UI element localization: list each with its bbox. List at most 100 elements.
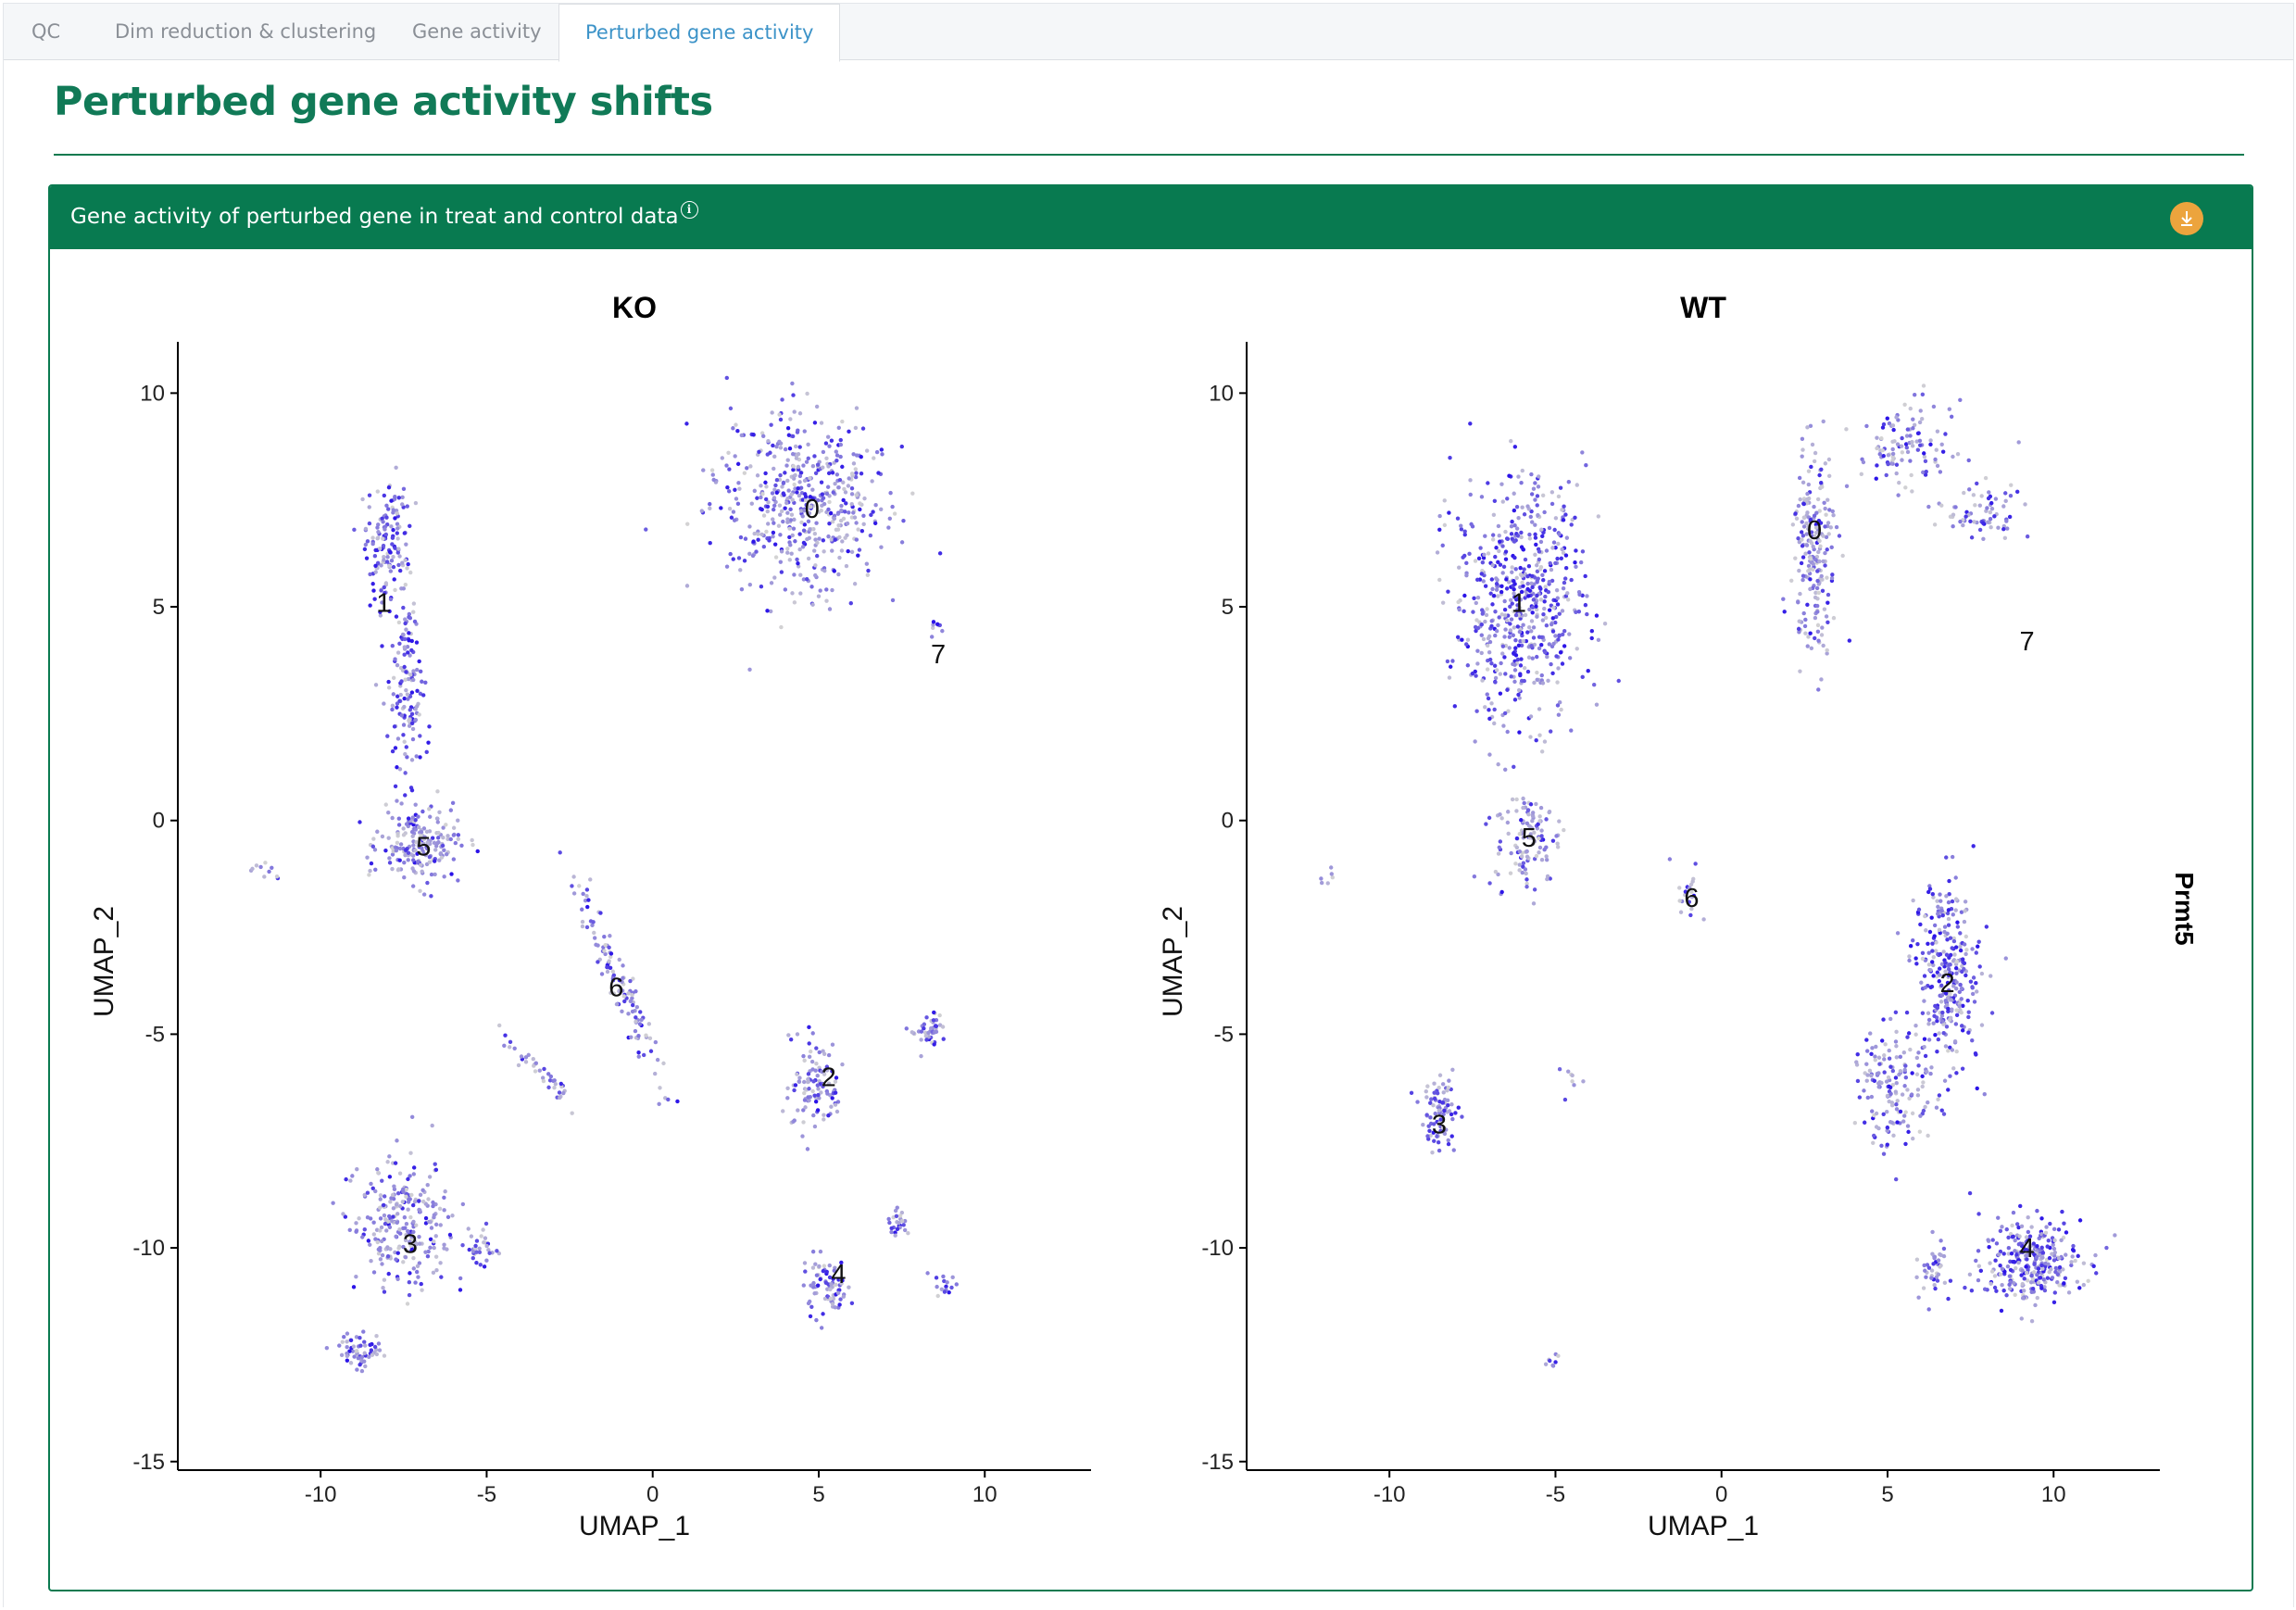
cell-point	[1541, 578, 1546, 583]
cell-point	[1885, 1109, 1889, 1114]
cell-point	[438, 1223, 443, 1227]
cell-point	[1910, 1071, 1914, 1075]
cell-point	[779, 509, 784, 514]
cell-point	[1440, 1101, 1445, 1105]
cell-point	[364, 556, 370, 560]
cell-point	[381, 543, 386, 548]
cell-point	[1467, 551, 1472, 557]
cell-point	[1977, 503, 1983, 508]
cell-point	[1580, 549, 1586, 554]
download-button[interactable]	[2170, 202, 2203, 235]
cell-point	[1487, 708, 1491, 712]
cell-point	[403, 751, 408, 757]
tab-perturbed-gene-activity[interactable]: Perturbed gene activity	[558, 4, 841, 62]
cell-point	[1815, 578, 1820, 584]
cell-point	[814, 553, 820, 559]
cell-point	[1881, 1112, 1886, 1116]
cell-point	[841, 480, 846, 484]
cell-point	[2081, 1261, 2087, 1265]
cell-point	[382, 1277, 387, 1282]
cell-point	[591, 920, 596, 924]
cell-point	[399, 679, 404, 684]
cell-point	[387, 856, 392, 861]
cell-point	[1494, 628, 1499, 634]
tab-dim-reduction-clustering[interactable]: Dim reduction & clustering	[115, 20, 377, 43]
cell-point	[1876, 1055, 1882, 1060]
cell-point	[1563, 512, 1568, 517]
cell-point	[1896, 493, 1901, 497]
cell-point	[814, 1317, 819, 1323]
cell-point	[403, 1226, 408, 1230]
cell-point	[425, 1254, 431, 1259]
cell-point	[929, 635, 935, 639]
cell-point	[1503, 529, 1508, 535]
cell-point	[1519, 545, 1524, 549]
cell-point	[1815, 569, 1820, 573]
cell-point	[761, 434, 766, 438]
cell-point	[708, 501, 712, 507]
cell-point	[1500, 651, 1505, 656]
cell-point	[394, 848, 399, 853]
cell-point	[897, 1214, 903, 1218]
cell-point	[1481, 636, 1487, 642]
umap-panel-0: -10 -5 0 5 10-15-10-5051001234567KOUMAP_1UMA…	[89, 291, 1091, 1541]
cell-point	[1979, 1023, 1985, 1027]
cell-point	[766, 522, 771, 526]
cell-point	[1503, 767, 1508, 773]
cell-point	[1890, 439, 1895, 445]
cell-point	[684, 421, 689, 426]
cell-point	[2035, 1208, 2039, 1214]
cell-point	[546, 1085, 551, 1090]
cell-point	[1922, 1045, 1926, 1050]
cell-point	[1822, 500, 1826, 505]
cell-point	[887, 1220, 892, 1226]
cell-point	[813, 1068, 818, 1073]
cell-point	[822, 501, 827, 507]
cell-point	[789, 492, 794, 497]
cell-point	[1560, 547, 1564, 552]
cell-point	[1821, 559, 1826, 564]
cell-point	[1894, 462, 1900, 467]
cell-point	[899, 1218, 905, 1224]
cell-point	[577, 884, 582, 888]
cell-point	[427, 807, 432, 811]
cell-point	[2014, 1265, 2018, 1271]
cell-point	[791, 526, 797, 531]
cell-point	[409, 1192, 414, 1198]
cell-point	[1910, 489, 1914, 494]
cell-point	[1535, 593, 1539, 598]
cell-point	[558, 850, 562, 855]
cell-point	[402, 704, 407, 710]
cell-point	[337, 1343, 342, 1348]
cell-point	[801, 528, 807, 533]
cell-point	[1928, 1071, 1933, 1076]
cell-point	[1781, 597, 1786, 601]
cell-point	[1566, 1069, 1571, 1074]
cell-point	[362, 1227, 367, 1232]
cell-point	[847, 1285, 851, 1289]
cell-point	[1573, 515, 1577, 521]
cell-point	[1961, 957, 1965, 962]
cell-point	[1553, 516, 1559, 521]
cell-point	[371, 1220, 376, 1225]
cell-point	[910, 1030, 915, 1035]
cluster-label: 2	[1939, 969, 1954, 999]
cell-point	[826, 534, 831, 539]
cell-point	[837, 535, 842, 540]
cell-point	[351, 1344, 357, 1349]
cluster-label: 0	[1807, 516, 1822, 546]
cell-point	[1487, 649, 1492, 655]
cell-point	[1570, 1073, 1575, 1078]
tab-gene-activity[interactable]: Gene activity	[412, 20, 542, 43]
cell-point	[1817, 559, 1822, 564]
info-circle-icon[interactable]: i	[680, 201, 698, 219]
tab-qc[interactable]: QC	[31, 20, 61, 43]
cell-point	[442, 848, 446, 852]
cell-point	[763, 471, 768, 476]
cell-point	[765, 504, 771, 509]
cell-point	[1923, 459, 1928, 464]
cell-point	[1550, 1363, 1555, 1368]
cell-point	[417, 1234, 421, 1239]
cell-point	[1508, 622, 1512, 626]
cell-point	[811, 1079, 816, 1084]
